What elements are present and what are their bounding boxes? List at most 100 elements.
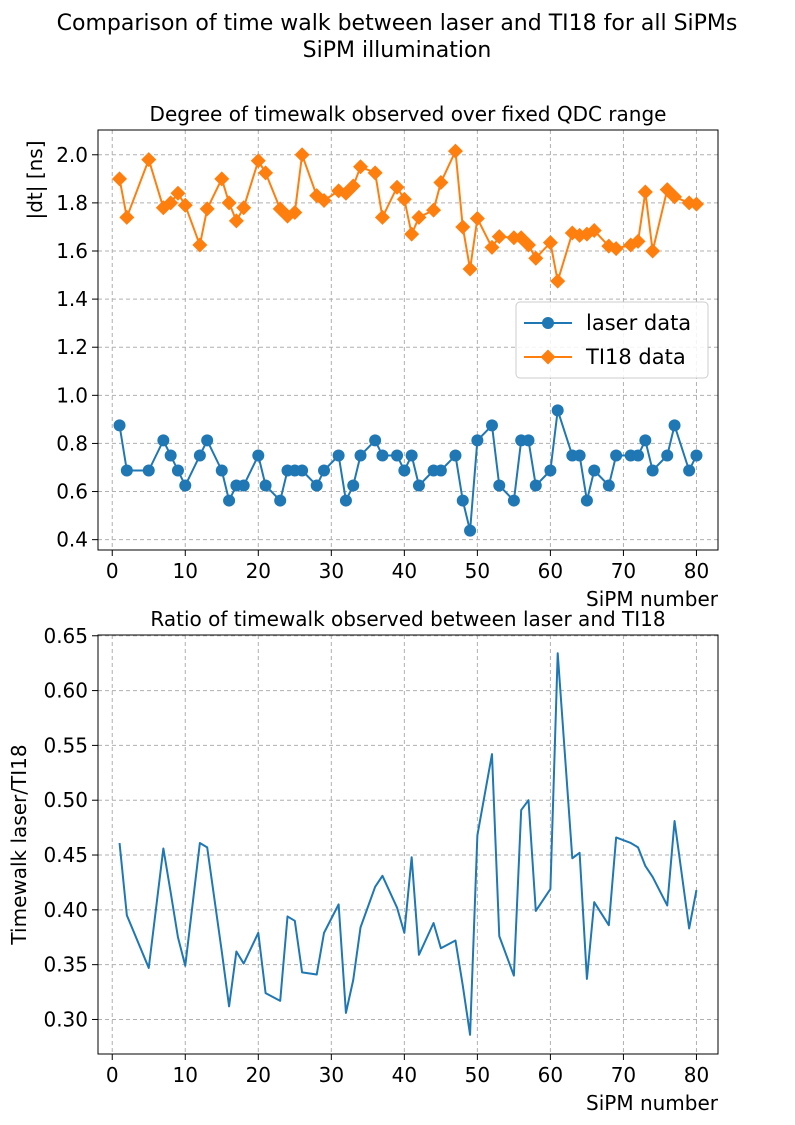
data-point-ti18 (447, 143, 463, 159)
data-point-laser (412, 479, 425, 492)
x-tick-label: 60 (538, 559, 563, 583)
data-point-ti18 (411, 209, 427, 225)
x-tick-label: 20 (246, 1063, 271, 1087)
data-point-laser (398, 464, 411, 477)
y-axis-label: |dt| [ns] (23, 140, 47, 219)
y-tick-label: 1.6 (56, 239, 88, 263)
data-point-laser (318, 464, 331, 477)
axes-title: Degree of timewalk observed over fixed Q… (150, 102, 667, 126)
data-point-ti18 (374, 209, 390, 225)
data-point-ti18 (688, 196, 704, 212)
axes-frame (97, 129, 719, 551)
data-point-laser (690, 449, 703, 462)
data-point-laser (274, 494, 287, 507)
data-point-ti18 (250, 153, 266, 169)
data-point-ti18 (426, 202, 442, 218)
data-point-ti18 (214, 171, 230, 187)
data-point-laser (610, 449, 623, 462)
data-point-ti18 (645, 243, 661, 259)
x-tick-label: 10 (173, 559, 198, 583)
data-point-ti18 (221, 195, 237, 211)
data-point-laser (347, 479, 360, 492)
data-point-ti18 (170, 185, 186, 201)
data-point-laser (142, 464, 155, 477)
data-point-ti18 (177, 197, 193, 213)
data-point-ti18 (345, 178, 361, 194)
data-point-laser (449, 449, 462, 462)
data-point-laser (215, 464, 228, 477)
data-point-ti18 (353, 159, 369, 175)
data-point-ti18 (630, 233, 646, 249)
data-point-laser (434, 464, 447, 477)
y-axis-label: Timewalk laser/TI18 (7, 744, 31, 945)
data-point-ti18 (236, 200, 252, 216)
data-point-ti18 (404, 226, 420, 242)
figure-title-line2: SiPM illumination (303, 38, 492, 63)
data-point-ti18 (199, 201, 215, 217)
data-point-laser (201, 434, 214, 447)
data-point-laser (639, 434, 652, 447)
data-point-laser (544, 464, 557, 477)
data-point-laser (573, 449, 586, 462)
x-tick-label: 70 (611, 559, 636, 583)
data-point-ti18 (163, 195, 179, 211)
data-point-laser (456, 494, 469, 507)
data-point-laser (237, 479, 250, 492)
x-axis-label: SiPM number (586, 587, 719, 611)
data-point-laser (471, 434, 484, 447)
legend-label-laser: laser data (586, 311, 691, 335)
legend (515, 301, 709, 379)
data-point-laser (120, 464, 133, 477)
y-tick-label: 0.6 (56, 480, 88, 504)
data-point-laser (391, 449, 404, 462)
y-tick-label: 0.35 (43, 953, 88, 977)
y-tick-label: 1.8 (56, 191, 88, 215)
y-tick-label: 0.60 (43, 679, 88, 703)
series-line-ti18-data (118, 150, 697, 283)
data-point-ti18 (462, 261, 478, 277)
data-point-ti18 (484, 239, 500, 255)
data-point-ti18 (389, 179, 405, 195)
legend-label-ti18: TI18 data (585, 345, 686, 369)
ratio-plot: 0 10 20 30 40 50 60 70 80 0.30 0.35 0.40 0.45 0.50 0.5… (7, 607, 719, 1115)
x-axis-label: SiPM number (586, 1091, 719, 1115)
data-point-laser (376, 449, 389, 462)
timewalk-plot: 0 10 20 30 40 50 60 70 80 0.4 0.6 0.8 1.0 1.2 1.4 1.6 1.… (23, 102, 719, 611)
y-tick-label: 1.4 (56, 287, 88, 311)
x-tick-label: 80 (684, 559, 709, 583)
axes-title: Ratio of timewalk observed between laser… (150, 607, 665, 631)
x-tick-label: 50 (465, 559, 490, 583)
y-tick-label: 0.45 (43, 843, 88, 867)
data-point-laser (310, 479, 323, 492)
x-tick-label: 70 (611, 1063, 636, 1087)
data-point-ti18 (396, 191, 412, 207)
data-point-laser (632, 449, 645, 462)
data-point-ti18 (228, 213, 244, 229)
x-tick-label: 60 (538, 1063, 563, 1087)
figure-title-line1: Comparison of time walk between laser an… (57, 11, 738, 36)
data-point-ti18 (542, 235, 558, 251)
data-point-laser (588, 464, 601, 477)
x-tick-label: 50 (465, 1063, 490, 1087)
data-point-laser (296, 464, 309, 477)
data-point-ti18 (455, 219, 471, 235)
y-tick-label: 0.65 (43, 624, 88, 648)
y-tick-label: 0.4 (56, 528, 88, 552)
data-point-ti18 (491, 229, 507, 245)
x-tick-label: 40 (392, 559, 417, 583)
y-tick-label: 0.55 (43, 733, 88, 757)
data-point-laser (332, 449, 345, 462)
data-point-laser (464, 524, 477, 537)
data-point-laser (223, 494, 236, 507)
data-point-laser (493, 479, 506, 492)
y-tick-label: 0.30 (43, 1007, 88, 1031)
data-point-ti18 (192, 237, 208, 253)
y-tick-label: 2.0 (56, 143, 88, 167)
y-tick-label: 1.0 (56, 383, 88, 407)
data-point-ti18 (637, 184, 653, 200)
data-point-ti18 (141, 152, 157, 168)
y-tick-label: 0.8 (56, 431, 88, 455)
data-point-laser (193, 449, 206, 462)
data-point-ti18 (469, 211, 485, 227)
data-point-ti18 (667, 189, 683, 205)
